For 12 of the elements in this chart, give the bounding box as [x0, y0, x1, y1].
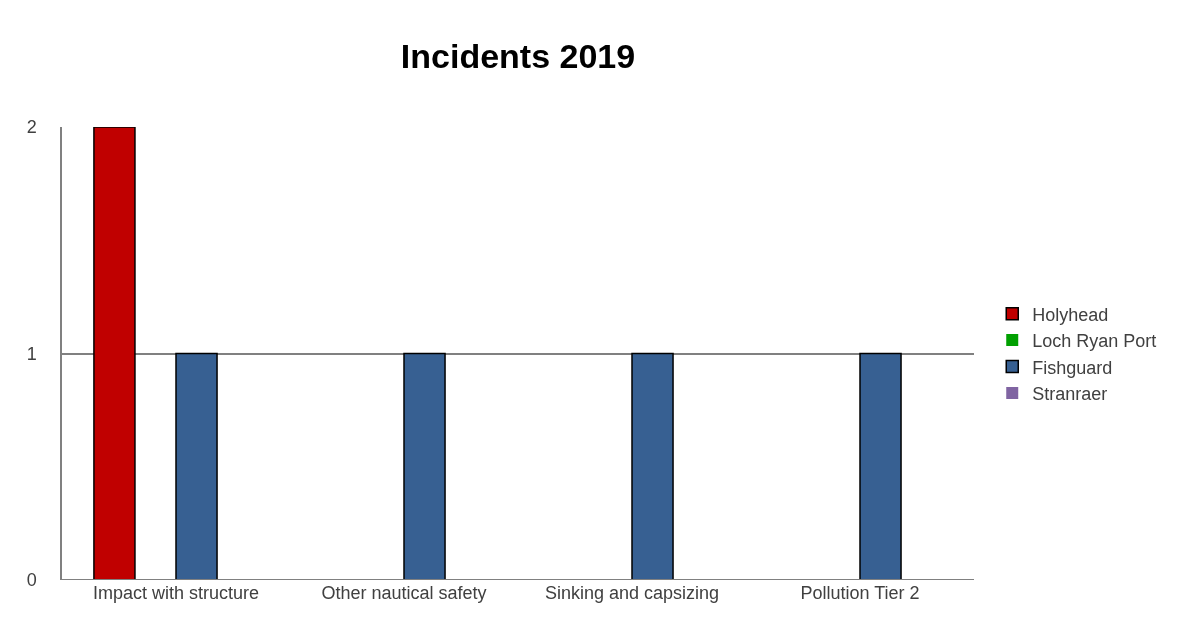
legend-label: Stranraer — [1032, 383, 1108, 404]
y-tick-label: 0 — [26, 570, 37, 591]
legend-label: Loch Ryan Port — [1032, 331, 1157, 352]
x-tick-label: Pollution Tier 2 — [800, 583, 920, 603]
x-tick-label: Impact with structure — [92, 583, 260, 603]
y-tick-label: 1 — [26, 343, 37, 364]
legend-label: Holyhead — [1032, 304, 1109, 325]
chart-title: Incidents 2019 — [400, 37, 636, 76]
legend-label: Fishguard — [1032, 357, 1113, 378]
y-tick-label: 2 — [26, 117, 37, 138]
x-tick-label: Sinking and capsizing — [544, 583, 720, 603]
x-tick-label: Other nautical safety — [321, 583, 487, 603]
